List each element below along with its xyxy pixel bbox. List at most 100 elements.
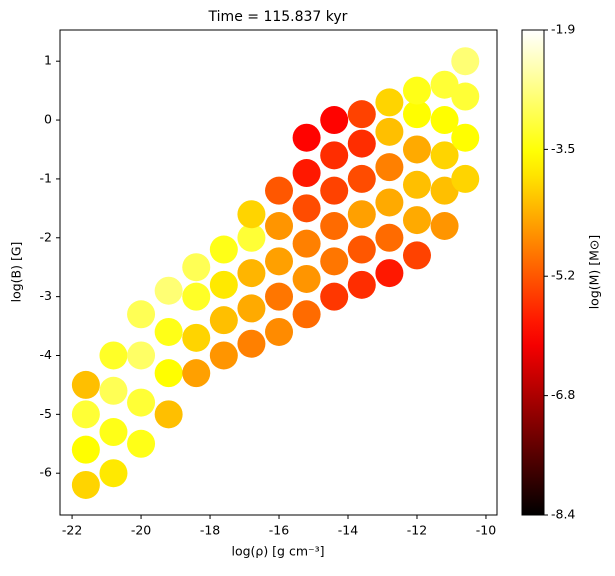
point (127, 429, 156, 458)
point (451, 123, 480, 152)
point (154, 400, 183, 429)
point (430, 212, 459, 241)
x-tick-label: -18 (200, 523, 220, 538)
colorbar-tick-label: -6.8 (551, 387, 575, 402)
point (347, 235, 376, 264)
point (154, 359, 183, 388)
point (154, 317, 183, 346)
y-tick-label: -2 (40, 229, 52, 244)
point (402, 241, 431, 270)
x-tick-label: -12 (407, 523, 427, 538)
colorbar-tick-label: -3.5 (551, 141, 575, 156)
point (375, 117, 404, 146)
point (182, 323, 211, 352)
point (347, 270, 376, 299)
point (402, 100, 431, 129)
point (375, 153, 404, 182)
point (375, 88, 404, 117)
point (320, 141, 349, 170)
point (182, 359, 211, 388)
point (292, 300, 321, 329)
point (99, 459, 128, 488)
colorbar-label: log(M) [M⊙] (587, 235, 602, 310)
point (292, 264, 321, 293)
point (320, 106, 349, 135)
point (265, 176, 294, 205)
point (347, 164, 376, 193)
y-tick-label: -3 (40, 288, 52, 303)
point (127, 341, 156, 370)
point (209, 306, 238, 335)
point (347, 129, 376, 158)
point (320, 176, 349, 205)
point (237, 329, 266, 358)
x-tick-label: -10 (476, 523, 496, 538)
point (320, 212, 349, 241)
point (292, 229, 321, 258)
y-tick-label: -5 (40, 406, 52, 421)
y-tick-label: -4 (40, 347, 53, 362)
point (292, 123, 321, 152)
plot-frame (59, 29, 498, 516)
point (430, 141, 459, 170)
point (375, 223, 404, 252)
point (209, 270, 238, 299)
point (430, 70, 459, 99)
point (71, 400, 100, 429)
point (99, 341, 128, 370)
point (182, 253, 211, 282)
point (237, 294, 266, 323)
point (430, 106, 459, 135)
point (127, 300, 156, 329)
x-tick-label: -22 (62, 523, 82, 538)
colorbar-tick-label: -8.4 (551, 507, 575, 522)
y-tick-label: -1 (40, 170, 52, 185)
point (292, 159, 321, 188)
point (320, 282, 349, 311)
point (237, 259, 266, 288)
x-tick-label: -20 (131, 523, 151, 538)
x-tick-label: -14 (338, 523, 358, 538)
x-tick-label: -16 (269, 523, 289, 538)
point (182, 282, 211, 311)
x-axis-label: log(ρ) [g cm⁻³] (231, 544, 324, 559)
point (154, 276, 183, 305)
y-tick-label: 0 (44, 112, 52, 127)
point (451, 164, 480, 193)
colorbar-tick-label: -5.2 (551, 268, 575, 283)
chart-title: Time = 115.837 kyr (208, 9, 348, 25)
point (127, 388, 156, 417)
point (99, 418, 128, 447)
y-tick-label: -6 (40, 465, 53, 480)
colorbar (521, 29, 545, 516)
point (209, 235, 238, 264)
point (402, 135, 431, 164)
y-axis-label: log(B) [G] (9, 242, 24, 303)
point (237, 223, 266, 252)
point (99, 376, 128, 405)
point (347, 200, 376, 229)
point (347, 100, 376, 129)
colorbar-tick-label: -1.9 (551, 22, 575, 37)
point (320, 247, 349, 276)
y-tick-label: 1 (44, 53, 52, 68)
points (71, 47, 480, 499)
point (375, 188, 404, 217)
point (402, 206, 431, 235)
point (265, 247, 294, 276)
point (402, 170, 431, 199)
point (265, 282, 294, 311)
point (430, 176, 459, 205)
point (402, 76, 431, 105)
point (237, 200, 266, 229)
point (265, 317, 294, 346)
point (265, 212, 294, 241)
point (71, 435, 100, 464)
point (451, 82, 480, 111)
point (451, 47, 480, 76)
point (292, 194, 321, 223)
point (209, 341, 238, 370)
point (71, 370, 100, 399)
